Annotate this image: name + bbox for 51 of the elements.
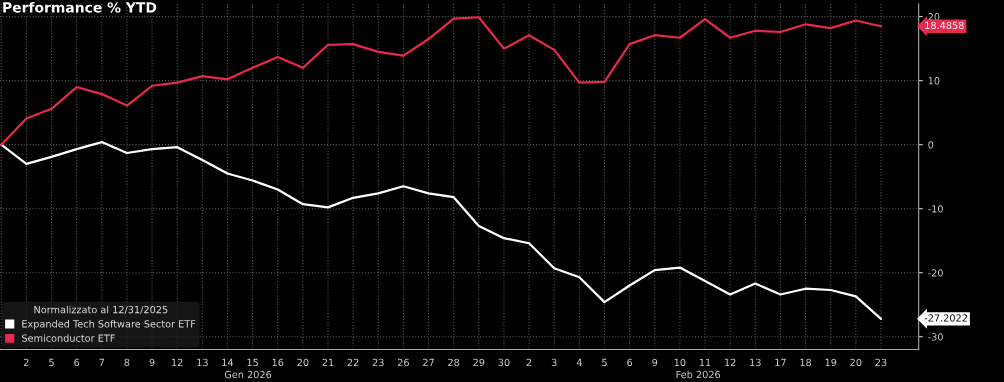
text: -27.2022 xyxy=(924,314,967,322)
x-tick-label: 10 xyxy=(674,358,686,367)
x-tick-label: 4 xyxy=(576,358,582,366)
x-tick-label: 12 xyxy=(725,358,736,366)
x-tick-label: 6 xyxy=(627,358,633,367)
y-tick-label: -20 xyxy=(928,269,943,277)
x-tick-label: 7 xyxy=(99,358,105,366)
x-tick-label: 18 xyxy=(800,358,812,367)
x-tick-label: 23 xyxy=(875,358,887,367)
line-series xyxy=(0,140,883,320)
x-tick-label: 5 xyxy=(49,358,54,367)
legend-label: Expanded Tech Software Sector ETF xyxy=(22,320,196,330)
x-tick-label: 2 xyxy=(526,358,532,366)
y-tick-label: 10 xyxy=(928,77,940,85)
x-tick-label: 28 xyxy=(448,358,460,367)
x-tick-label: 20 xyxy=(850,358,862,367)
x-tick-label: 23 xyxy=(372,358,384,367)
x-tick-label: 11 xyxy=(699,358,711,366)
legend-title: Normalizzato al 12/31/2025 xyxy=(34,305,168,315)
x-tick-label: 20 xyxy=(297,358,309,367)
x-tick-label: 22 xyxy=(347,358,359,366)
x-tick-label: 3 xyxy=(551,358,557,367)
x-tick-label: 17 xyxy=(775,358,786,366)
line-series xyxy=(0,16,883,146)
x-tick-label: 5 xyxy=(602,358,607,367)
legend-label: Semiconductor ETF xyxy=(22,334,115,342)
text: Feb 2026 xyxy=(676,370,721,379)
y-tick-label: -10 xyxy=(928,205,943,213)
x-tick-label: 13 xyxy=(197,358,208,367)
x-tick-label: 16 xyxy=(272,358,284,367)
x-tick-label: 13 xyxy=(750,358,761,367)
x-tick-label: 9 xyxy=(149,358,155,367)
x-tick-label: 6 xyxy=(74,358,80,367)
x-tick-label: 29 xyxy=(473,358,485,367)
x-tick-label: 27 xyxy=(423,358,434,366)
x-tick-label: 21 xyxy=(322,358,334,366)
x-tick-label: 15 xyxy=(247,358,258,367)
x-tick-label: 9 xyxy=(652,358,658,367)
x-tick-label: 2 xyxy=(24,358,29,366)
y-tick-label: -30 xyxy=(928,333,943,341)
x-tick-label: 12 xyxy=(172,358,183,366)
text: 18.4858 xyxy=(925,21,964,30)
y-tick-label: 0 xyxy=(928,141,934,149)
x-tick-label: 26 xyxy=(397,358,409,367)
x-tick-label: 19 xyxy=(825,358,837,367)
y-tick-label: 20 xyxy=(928,13,940,21)
text: Gen 2026 xyxy=(224,370,272,379)
x-tick-label: 8 xyxy=(124,358,130,367)
x-tick-label: 30 xyxy=(498,358,510,367)
chart-title: Performance % YTD xyxy=(3,1,157,13)
x-tick-label: 14 xyxy=(222,358,234,366)
